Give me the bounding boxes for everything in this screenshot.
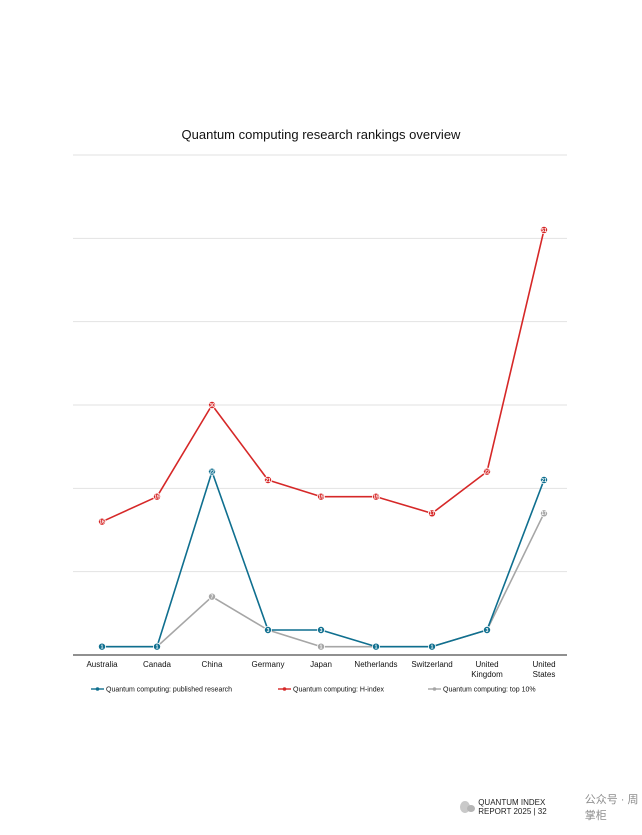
x-axis: Australia Canada China Germany Japan Netherla… [73, 654, 567, 679]
report-footer: QUANTUM INDEX REPORT 2025 | 32 [478, 798, 547, 816]
data-point [482, 467, 491, 476]
data-point [316, 492, 325, 501]
data-label: 1 [101, 644, 104, 650]
data-point [207, 400, 216, 409]
series-0: 1 1 22 3 3 1 1 3 21 [98, 467, 549, 651]
chart-title: Quantum computing research rankings over… [182, 127, 462, 142]
x-tick-label: China [202, 660, 223, 669]
legend-marker [95, 687, 100, 691]
data-label: 16 [99, 519, 105, 525]
x-tick-label: Germany [252, 660, 285, 669]
legend-label: Quantum computing: H-index [293, 687, 385, 694]
data-label: 19 [154, 494, 160, 500]
data-point [98, 642, 107, 651]
x-tick-label: United [532, 660, 555, 669]
data-label: 1 [320, 644, 323, 650]
data-label: 1 [375, 644, 378, 650]
footer: QUANTUM INDEX REPORT 2025 | 32 公众号 · 周掌柜 [460, 792, 640, 822]
legend-label: Quantum computing: published research [106, 687, 232, 694]
data-point [540, 509, 549, 518]
x-tick-label: Canada [143, 660, 172, 669]
data-label: 21 [541, 478, 547, 484]
gridlines [73, 154, 567, 573]
data-point [263, 626, 272, 635]
data-point [540, 475, 549, 484]
series-line [101, 229, 545, 523]
x-tick-label: States [533, 670, 556, 679]
legend-marker [432, 687, 437, 691]
x-tick-label: Netherlands [354, 660, 397, 669]
data-point [152, 492, 161, 501]
data-point [482, 626, 491, 635]
data-point [427, 509, 436, 518]
data-label: 19 [318, 494, 324, 500]
series-1: 16 19 30 21 19 19 17 22 51 [98, 225, 549, 526]
data-point [207, 592, 216, 601]
data-label: 7 [211, 594, 214, 600]
data-label: 3 [486, 628, 489, 634]
data-label: 1 [156, 644, 159, 650]
data-label: 22 [209, 469, 215, 475]
data-label: 21 [265, 478, 271, 484]
data-label: 17 [429, 511, 435, 517]
data-label: 3 [320, 628, 323, 634]
series-layer: 117311131711223311321161930211919172251 [98, 225, 549, 651]
data-point [152, 642, 161, 651]
legend: Quantum computing: published research Qua… [91, 687, 536, 694]
data-point [207, 467, 216, 476]
data-label: 17 [541, 511, 547, 517]
data-point [263, 475, 272, 484]
x-tick-label: United [475, 660, 498, 669]
data-point [371, 492, 380, 501]
data-point [98, 517, 107, 526]
data-label: 19 [373, 494, 379, 500]
data-label: 1 [431, 644, 434, 650]
data-point [540, 225, 549, 234]
wechat-icon [460, 801, 476, 813]
data-point [427, 642, 436, 651]
data-label: 51 [541, 228, 547, 234]
watermark-text: 公众号 · 周掌柜 [584, 794, 639, 822]
data-label: 3 [267, 628, 270, 634]
x-tick-label: Japan [310, 660, 332, 669]
x-tick-label: Australia [86, 660, 118, 669]
legend-label: Quantum computing: top 10% [443, 687, 536, 694]
data-label: 22 [484, 469, 490, 475]
x-tick-label: Switzerland [411, 660, 452, 669]
data-point [316, 626, 325, 635]
data-point [371, 642, 380, 651]
data-label: 30 [209, 403, 215, 409]
data-point [316, 642, 325, 651]
legend-marker [282, 687, 287, 691]
x-tick-label: Kingdom [471, 670, 503, 679]
